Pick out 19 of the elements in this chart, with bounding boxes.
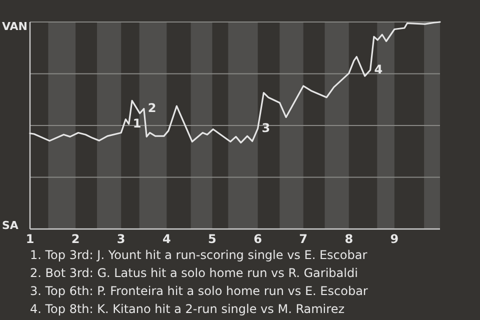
- annotation: 4: [374, 62, 383, 76]
- x-tick-label: 7: [299, 232, 308, 246]
- text: 3. Top 6th: P. Fronteira hit a solo home run vs E. Escobar: [30, 284, 368, 298]
- x-tick-label: 5: [208, 232, 216, 246]
- text: 2. Bot 3rd: G. Latus hit a solo home run vs R. Garibaldi: [30, 266, 358, 280]
- x-tick-label: 8: [344, 232, 354, 246]
- x-tick-label: 6: [254, 232, 262, 246]
- text: VAN: [2, 20, 28, 33]
- annotation: 1: [132, 116, 142, 130]
- x-tick-label: 9: [390, 232, 399, 246]
- x-tick-label: 1: [26, 232, 34, 246]
- annotation: 3: [262, 120, 270, 135]
- x-tick-label: 2: [71, 232, 80, 246]
- x-tick-label: 4: [162, 232, 171, 246]
- text: SA: [2, 219, 19, 232]
- text: 1. Top 3rd: J. Yount hit a run-scoring single vs E. Escobar: [30, 248, 368, 262]
- annotation: 2: [148, 101, 156, 116]
- x-tick-label: 3: [116, 232, 126, 246]
- text: 4. Top 8th: K. Kitano hit a 2-run single vs M. Ramirez: [30, 302, 344, 316]
